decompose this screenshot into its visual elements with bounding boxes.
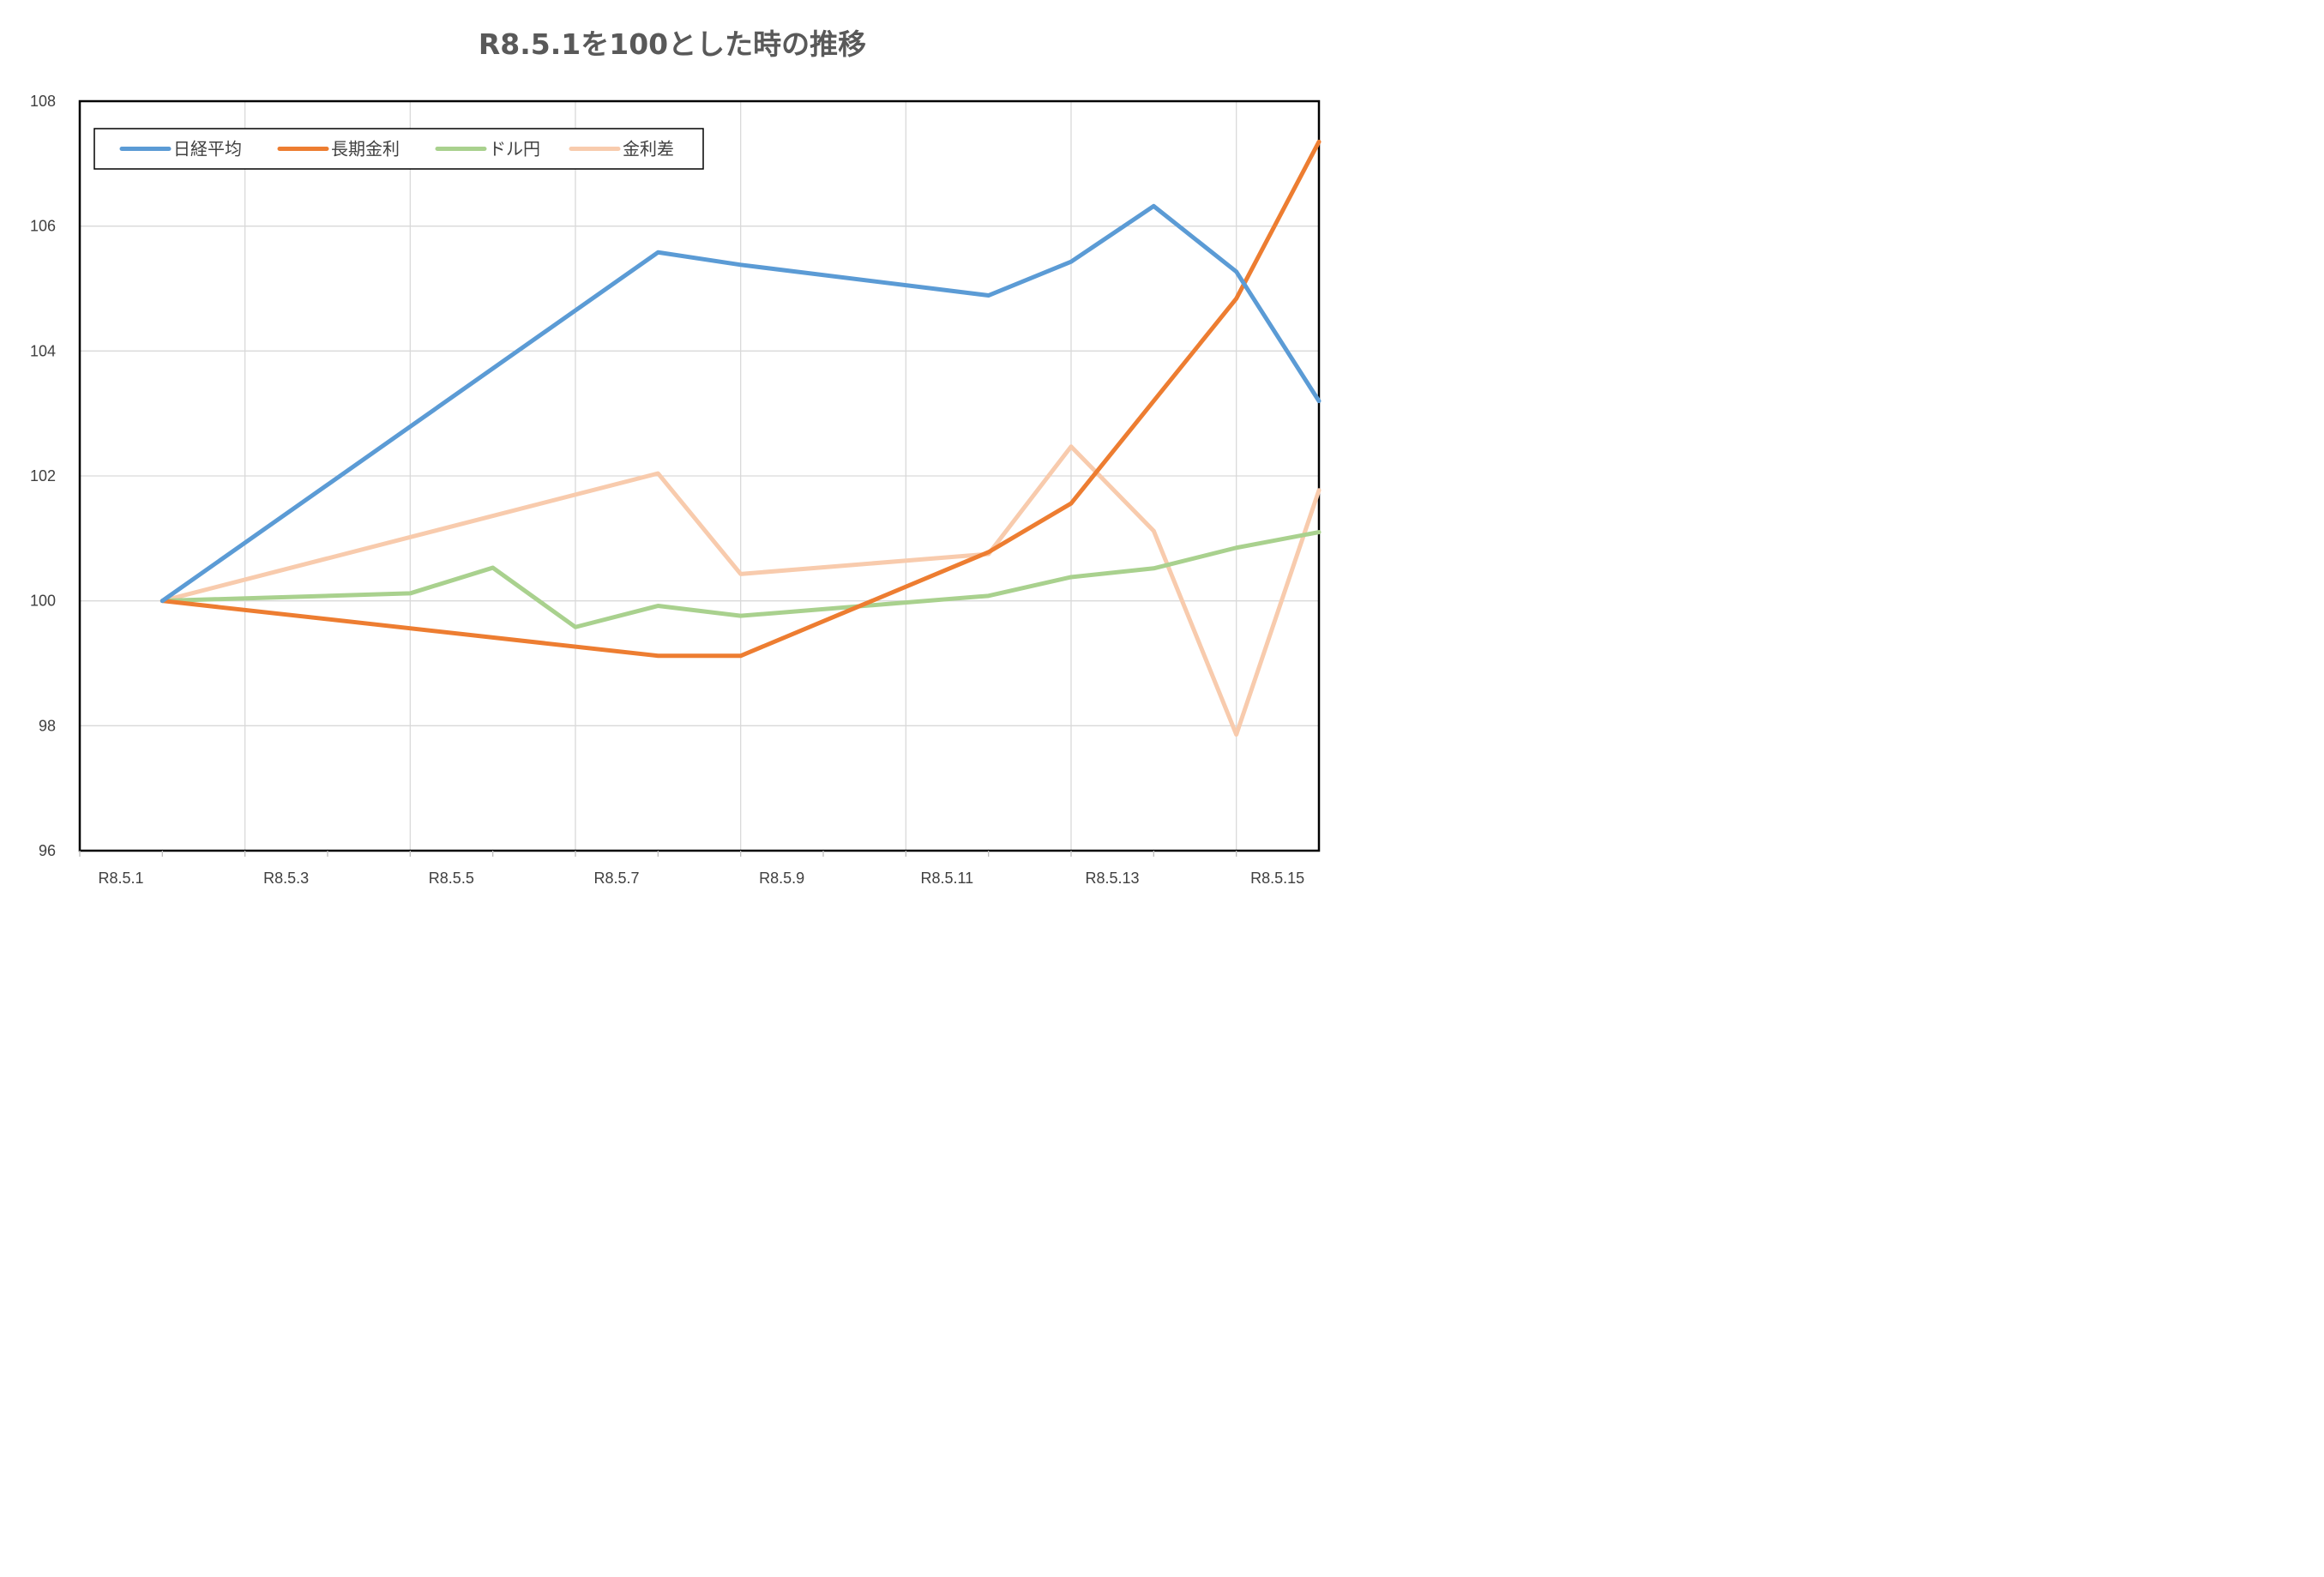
x-tick-label: R8.5.7 bbox=[593, 870, 639, 887]
legend-label: 金利差 bbox=[623, 139, 674, 160]
y-tick-label: 102 bbox=[30, 467, 56, 485]
y-axis: 96 98 100 102 104 106 108 bbox=[30, 93, 56, 859]
chart-title: R8.5.1を100とした時の推移 bbox=[479, 27, 866, 61]
y-tick-label: 108 bbox=[30, 93, 56, 110]
series-line-4 bbox=[160, 444, 1322, 737]
legend-label: 日経平均 bbox=[173, 139, 242, 160]
x-axis: R8.5.1 R8.5.3 R8.5.5 R8.5.7 R8.5.9 R8.5.11 R8.… bbox=[79, 851, 1304, 887]
series-line-1 bbox=[160, 203, 1322, 604]
y-tick-label: 98 bbox=[39, 717, 56, 734]
x-tick-label: R8.5.1 bbox=[98, 870, 143, 887]
legend-label: 長期金利 bbox=[331, 139, 400, 160]
x-tick-label: R8.5.11 bbox=[920, 870, 973, 887]
series-line-2 bbox=[160, 139, 1322, 659]
x-tick-label: R8.5.3 bbox=[263, 870, 309, 887]
series-lines bbox=[160, 139, 1322, 737]
series-line-3 bbox=[160, 530, 1322, 629]
y-tick-label: 96 bbox=[39, 842, 56, 859]
x-tick-label: R8.5.13 bbox=[1085, 870, 1139, 887]
plot-area-border bbox=[78, 99, 1321, 852]
x-tick-label: R8.5.9 bbox=[759, 870, 804, 887]
line-chart: R8.5.1を100とした時の推移 96 98 100 102 104 106 108 R8… bbox=[30, 27, 1322, 887]
legend-label: ドル円 bbox=[489, 139, 540, 160]
y-tick-label: 106 bbox=[30, 218, 56, 235]
x-tick-label: R8.5.5 bbox=[429, 870, 474, 887]
legend: 日経平均 長期金利 ドル円 金利差 bbox=[93, 128, 704, 170]
y-tick-label: 100 bbox=[30, 593, 56, 610]
grid-lines bbox=[80, 100, 1319, 852]
x-tick-label: R8.5.15 bbox=[1250, 870, 1304, 887]
y-tick-label: 104 bbox=[30, 342, 56, 359]
